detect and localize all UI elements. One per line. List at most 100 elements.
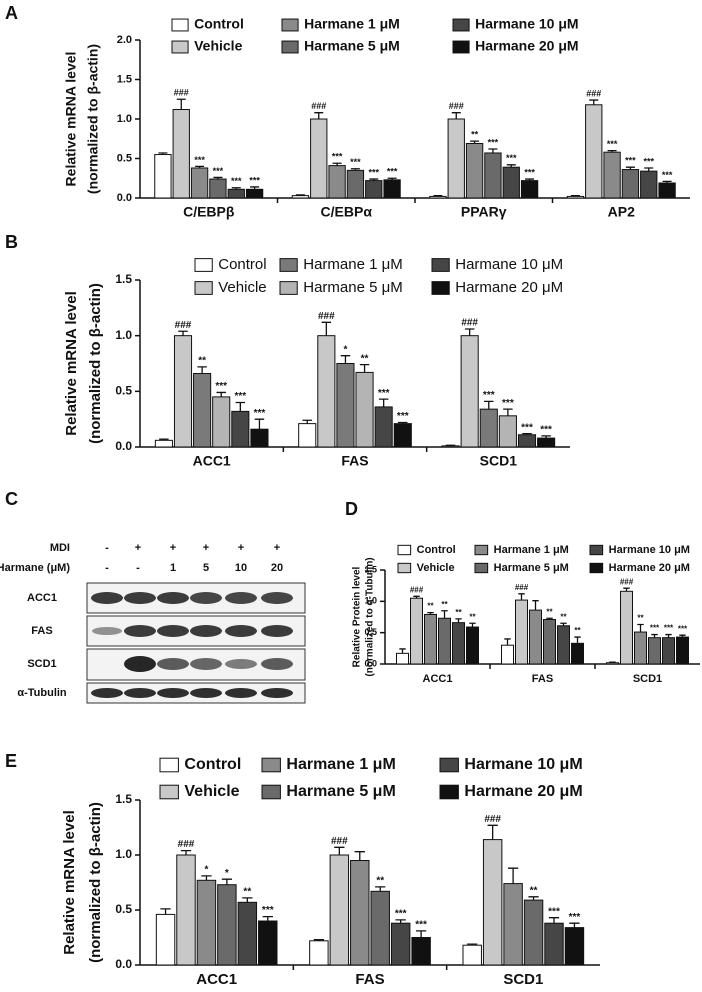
bar bbox=[350, 860, 370, 966]
y-tick-label: 1.5 bbox=[115, 272, 132, 286]
significance-label: ** bbox=[376, 876, 384, 887]
bar bbox=[537, 437, 556, 448]
y-tick-label: 1.0 bbox=[364, 596, 377, 606]
error-bar bbox=[469, 622, 476, 628]
legend-swatch bbox=[474, 562, 489, 574]
y-tick-label: 1.5 bbox=[115, 792, 132, 806]
treatment-dose: 1 bbox=[170, 562, 176, 574]
treatment-sign: + bbox=[170, 542, 176, 554]
significance-label: *** bbox=[506, 153, 517, 163]
blot-band bbox=[225, 688, 257, 698]
y-tick-label: 0.0 bbox=[115, 439, 132, 453]
error-bar bbox=[415, 930, 427, 938]
y-tick-label: 0.5 bbox=[115, 902, 132, 916]
bar bbox=[374, 406, 393, 448]
error-bar bbox=[262, 915, 273, 921]
y-axis-label: Relative Protein level bbox=[352, 566, 363, 667]
blot-band bbox=[190, 625, 222, 637]
blot-band bbox=[92, 627, 122, 635]
significance-label: ### bbox=[331, 836, 348, 847]
error-bar bbox=[504, 638, 511, 646]
y-tick-label: 1.5 bbox=[364, 564, 377, 574]
legend-label: Harmane 20 μM bbox=[464, 783, 582, 800]
bar bbox=[336, 363, 355, 448]
bar bbox=[438, 617, 451, 665]
x-tick-label: C/EBPβ bbox=[183, 204, 235, 220]
significance-label: ### bbox=[449, 101, 464, 111]
bar bbox=[460, 335, 479, 448]
y-tick-label: 0.0 bbox=[364, 658, 377, 668]
significance-label: ### bbox=[620, 577, 634, 586]
blot-row-label: ACC1 bbox=[27, 592, 57, 604]
treatment-dose: 5 bbox=[203, 562, 209, 574]
significance-label: ### bbox=[586, 88, 601, 98]
legend-swatch bbox=[452, 40, 470, 54]
x-tick-label: AP2 bbox=[608, 204, 635, 220]
bar bbox=[309, 940, 329, 966]
x-tick-label: SCD1 bbox=[633, 673, 662, 685]
legend-swatch bbox=[452, 18, 470, 32]
legend-swatch bbox=[439, 784, 459, 800]
significance-label: *** bbox=[502, 398, 514, 409]
significance-label: *** bbox=[607, 139, 618, 149]
x-tick-label: PPARγ bbox=[461, 204, 507, 220]
legend-swatch bbox=[171, 18, 189, 32]
significance-label: *** bbox=[625, 156, 636, 166]
y-axis-label: (normalized to β-actin) bbox=[87, 283, 104, 444]
x-tick-label: SCD1 bbox=[503, 971, 543, 988]
significance-label: *** bbox=[643, 156, 654, 166]
legend-swatch bbox=[397, 544, 412, 556]
blot-band bbox=[190, 658, 222, 670]
error-bar bbox=[354, 851, 365, 861]
x-tick-label: ACC1 bbox=[196, 971, 237, 988]
significance-label: *** bbox=[254, 408, 266, 419]
significance-label: *** bbox=[650, 624, 660, 633]
bar bbox=[529, 609, 542, 665]
bar bbox=[329, 854, 350, 966]
error-bar bbox=[216, 391, 226, 397]
significance-label: *** bbox=[397, 411, 409, 422]
x-tick-label: ACC1 bbox=[423, 673, 453, 685]
legend-label: Vehicle bbox=[184, 783, 239, 800]
y-axis-label: Relative mRNA level bbox=[63, 291, 80, 436]
bar bbox=[620, 590, 633, 665]
significance-label: *** bbox=[378, 388, 390, 399]
bar bbox=[498, 415, 517, 448]
bar bbox=[193, 373, 212, 448]
legend-label: Control bbox=[218, 256, 266, 273]
panel-label: D bbox=[345, 499, 358, 519]
treatment-label: Harmane (μM) bbox=[0, 562, 70, 574]
bar bbox=[410, 597, 423, 665]
bar bbox=[566, 195, 585, 199]
significance-label: *** bbox=[540, 425, 552, 436]
error-bar bbox=[464, 328, 475, 336]
blot-band bbox=[225, 592, 257, 604]
significance-label: *** bbox=[234, 391, 246, 402]
x-tick-label: ACC1 bbox=[193, 453, 231, 469]
error-bar bbox=[375, 886, 386, 892]
legend-label: Harmane 1 μM bbox=[286, 756, 395, 773]
significance-label: *** bbox=[415, 920, 427, 931]
bar bbox=[482, 839, 503, 966]
error-bar bbox=[637, 623, 644, 633]
blot-row-label: α-Tubulin bbox=[17, 687, 67, 699]
bar bbox=[227, 188, 245, 199]
legend-label: Harmane 10 μM bbox=[464, 756, 582, 773]
significance-label: ** bbox=[469, 612, 476, 621]
error-bar bbox=[178, 330, 188, 336]
blot-band bbox=[190, 592, 222, 604]
bar bbox=[452, 622, 465, 665]
bar bbox=[154, 154, 172, 199]
bar bbox=[383, 179, 401, 199]
legend-label: Vehicle bbox=[194, 38, 242, 54]
bar bbox=[441, 445, 460, 448]
significance-label: *** bbox=[332, 152, 343, 162]
treatment-dose: - bbox=[136, 562, 140, 574]
bar bbox=[393, 423, 412, 448]
error-bar bbox=[569, 922, 580, 928]
bar bbox=[172, 109, 190, 199]
error-bar bbox=[160, 908, 171, 915]
bar bbox=[557, 625, 570, 665]
error-bar bbox=[441, 610, 448, 619]
